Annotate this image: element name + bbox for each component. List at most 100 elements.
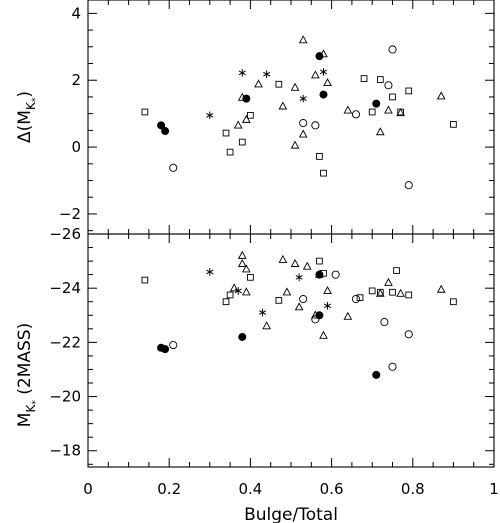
asterisk-point (238, 69, 246, 77)
x-tick-label: 1 (489, 480, 499, 498)
filled-circle-point (372, 370, 381, 379)
triangle-point (323, 286, 332, 295)
square-point (316, 153, 323, 160)
square-point (247, 273, 254, 281)
square-point (275, 297, 283, 304)
square-point (141, 108, 149, 116)
asterisk-point (263, 70, 271, 79)
triangle-point (436, 284, 446, 293)
open-circle-point (311, 315, 320, 324)
open-circle-point (388, 45, 397, 54)
triangle-point (396, 108, 405, 117)
square-point (397, 108, 404, 116)
triangle-point (233, 120, 243, 129)
square-point (222, 298, 230, 306)
y-tick-label: −20 (49, 388, 81, 406)
y-tick-label: 4 (71, 4, 81, 22)
top-panel: −2 0 2 4 Δ(MK*) (15, 0, 495, 235)
square-point (320, 169, 327, 177)
triangle-point (375, 288, 385, 297)
open-circle-point (384, 81, 393, 90)
open-circle-point (169, 341, 178, 350)
asterisk-point (295, 273, 303, 282)
triangle-point (375, 127, 385, 136)
triangle-point (396, 288, 405, 297)
y-tick-label: −24 (49, 279, 81, 297)
triangle-point (282, 287, 292, 296)
triangle-point (298, 35, 308, 44)
square-point (222, 129, 230, 137)
triangle-point (278, 254, 288, 263)
x-tick-label: 0.6 (320, 480, 344, 498)
open-circle-point (388, 362, 397, 371)
asterisk-point (234, 287, 242, 295)
square-point (368, 287, 376, 295)
square-point (226, 148, 234, 156)
x-tick-label: 0 (83, 480, 93, 498)
open-circle-point (169, 163, 178, 172)
triangle-point (254, 79, 263, 88)
open-circle-point (351, 110, 361, 119)
triangle-point (343, 105, 353, 114)
triangle-point (237, 258, 247, 267)
square-point (450, 298, 457, 306)
square-point (247, 111, 254, 119)
square-point (320, 269, 327, 277)
triangle-point (319, 330, 328, 339)
asterisk-point (206, 268, 214, 276)
y-axis-label: MK* (2MASS) (15, 323, 41, 427)
asterisk-point (323, 301, 332, 310)
triangle-point (290, 140, 300, 149)
square-point (405, 291, 413, 299)
triangle-point (237, 250, 247, 259)
open-circle-point (331, 270, 340, 279)
square-point (393, 267, 400, 274)
open-circle-point (404, 330, 413, 339)
x-tick-label: 0.4 (238, 480, 262, 498)
square-point (238, 138, 246, 146)
square-point (405, 87, 413, 95)
triangle-point (323, 78, 332, 87)
triangle-point (311, 70, 320, 79)
square-point (450, 121, 457, 128)
triangle-point (343, 311, 353, 320)
triangle-point (319, 49, 328, 58)
filled-circle-point (238, 332, 247, 341)
triangle-point (290, 82, 300, 91)
open-circle-point (311, 121, 320, 130)
triangle-point (384, 277, 393, 286)
asterisk-point (319, 68, 328, 76)
open-circle-point (351, 294, 361, 304)
bottom-panel: −18 −20 −22 −24 −26 0 0.2 0.4 0.6 0.8 1 Bulge/Total… (15, 225, 499, 523)
filled-circle-point (161, 345, 170, 354)
filled-circle-point (319, 90, 328, 99)
triangle-point (311, 310, 320, 319)
triangle-point (436, 91, 446, 100)
filled-circle-point (157, 121, 166, 130)
y-axis-label: Δ(MK*) (15, 91, 41, 143)
triangle-point (294, 302, 304, 311)
filled-circle-point (315, 311, 324, 320)
y-tick-label: 2 (71, 71, 81, 89)
asterisk-point (206, 111, 214, 120)
y-tick-label: −2 (59, 205, 81, 223)
y-tick-label: 0 (71, 138, 81, 156)
filled-circle-point (372, 99, 381, 108)
triangle-point (384, 105, 393, 114)
triangle-point (237, 92, 247, 101)
plot-frame (87, 0, 495, 235)
open-circle-point (380, 318, 389, 327)
square-point (376, 288, 384, 296)
y-tick-label: −18 (49, 442, 81, 460)
open-circle-point (404, 181, 413, 190)
x-axis-label: Bulge/Total (244, 505, 338, 523)
square-point (275, 80, 283, 88)
square-point (360, 75, 368, 82)
triangle-point (278, 101, 288, 110)
triangle-point (290, 258, 300, 267)
triangle-point (262, 321, 271, 330)
y-tick-label: −22 (49, 333, 81, 351)
square-point (376, 76, 384, 83)
square-point (141, 276, 149, 284)
